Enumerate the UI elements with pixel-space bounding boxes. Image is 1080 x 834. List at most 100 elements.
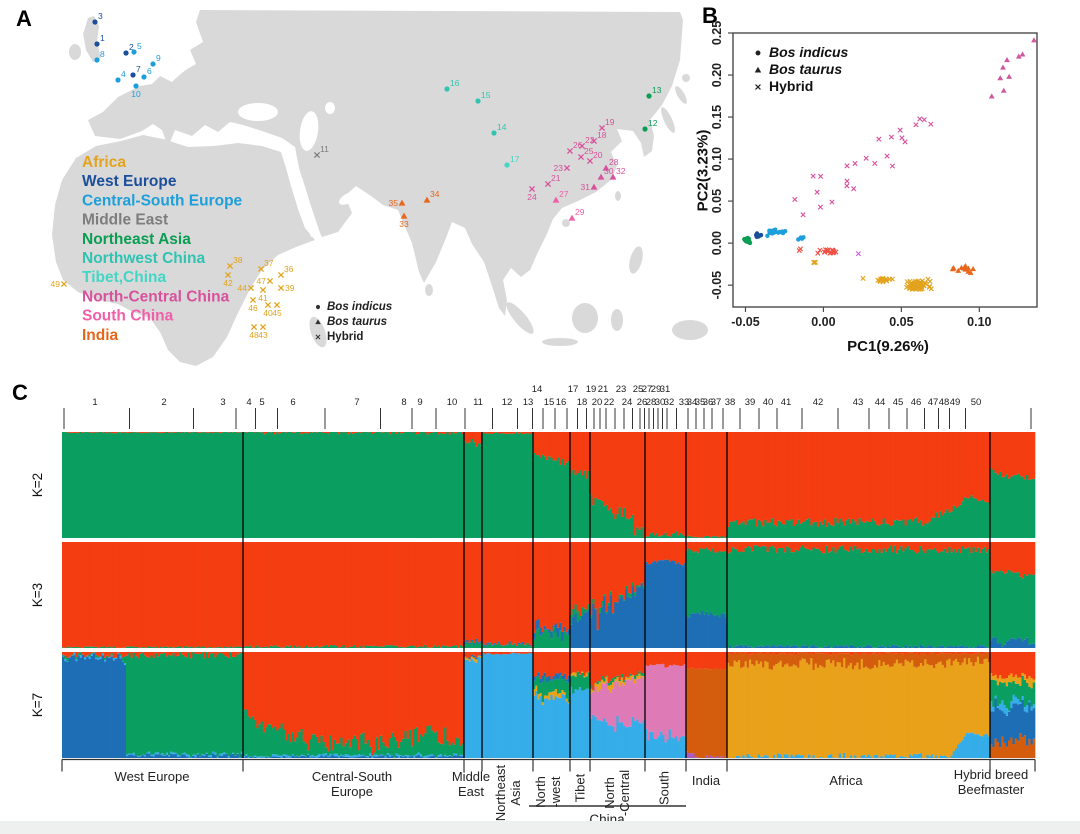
adm-bar-seg [351,542,354,647]
adm-bar-seg [291,732,295,754]
adm-bar-seg [908,754,912,758]
adm-bar-seg [212,653,215,752]
adm-bar-seg [1019,432,1022,477]
adm-bar-seg [979,645,982,648]
adm-bar-seg [605,681,608,722]
adm-bar-seg [895,542,899,554]
adm-bar-seg [873,665,877,755]
adm-bar-seg [282,755,286,758]
adm-bar-seg [426,652,429,727]
adm-bar-seg [792,542,796,553]
adm-bar-seg [744,661,748,758]
adm-bar-seg [919,663,923,754]
adm-bar-seg [640,676,644,724]
adm-bar-seg [596,499,600,538]
region-label-tibet: Tibet [573,774,588,802]
adm-bar-seg [987,432,991,503]
adm-bar-seg [590,617,593,648]
adm-bar-seg [561,542,564,632]
adm-bar-seg [315,542,319,646]
adm-bar-seg [240,432,244,538]
adm-bar-seg [214,432,217,538]
adm-bar-seg [707,432,711,537]
adm-bar-seg [170,542,173,647]
adm-bar-seg [1030,643,1034,648]
adm-bar-seg [238,757,242,758]
adm-bar-seg [860,659,864,756]
adm-bar-seg [351,432,354,434]
adm-bar-seg [178,542,182,647]
adm-bar-seg [666,667,670,740]
adm-bar-seg [968,733,971,758]
adm-bar-seg [865,432,868,522]
adm-bar-seg [152,647,156,648]
map-point-42 [224,271,232,279]
adm-bar-seg [961,653,965,663]
adm-bar-seg [1026,575,1029,638]
adm-bar-seg [278,433,281,538]
adm-bar-seg [753,545,756,648]
adm-bar-seg [819,550,822,648]
adm-bar-seg [388,432,392,435]
adm-bar-seg [271,756,275,758]
adm-bar-seg [362,755,365,758]
adm-bar-seg [437,542,441,646]
adm-bar-seg [974,662,978,735]
adm-bar-seg [623,432,626,508]
adm-bar-seg [860,647,864,648]
adm-bar-seg [714,536,717,538]
adm-bar-seg [794,645,798,648]
adm-bar-seg [289,742,292,756]
adm-bar-seg [152,657,156,755]
adm-bar-seg [915,667,919,755]
adm-bar-seg [302,652,306,742]
adm-bar-seg [605,432,608,505]
adm-bar-seg [698,614,702,648]
adm-bar-seg [79,655,83,658]
adm-bar-seg [466,542,469,641]
adm-bar-seg [548,680,551,693]
adm-bar-seg [488,432,492,434]
adm-bar-seg [214,652,217,658]
adm-bar-seg [121,657,125,662]
adm-bar-seg [992,706,995,712]
adm-bar-seg [607,510,611,538]
adm-bar-seg [508,643,512,648]
adm-bar-seg [889,542,892,546]
adm-bar-seg [1023,542,1027,575]
adm-bar-seg [198,756,202,758]
adm-bar-seg [62,656,65,758]
adm-bar-seg [375,432,379,538]
adm-bar-seg [373,652,376,753]
pca-point [884,153,890,159]
adm-bar-seg [468,542,472,643]
adm-bar-seg [377,542,381,647]
adm-bar-seg [563,652,566,674]
adm-bar-seg [212,753,215,758]
adm-bar-seg [625,679,628,728]
adm-bar-seg [355,652,359,740]
adm-bar-seg [836,662,840,758]
adm-bar-seg [1026,705,1029,713]
adm-bar-seg [1026,745,1029,758]
adm-bar-seg [1012,703,1016,745]
adm-bar-seg [954,652,958,659]
baltic-sea [158,45,188,78]
adm-bar-seg [413,432,416,538]
adm-bar-seg [468,642,472,645]
adm-bar-seg [701,542,704,549]
adm-bar-seg [816,667,820,758]
adm-bar-seg [576,472,580,538]
adm-bar-seg [307,754,310,758]
adm-bar-seg [1003,542,1007,574]
adm-bar-seg [574,652,578,673]
adm-bar-seg [410,746,414,756]
adm-bar-seg [698,432,702,538]
adm-bar-seg [366,652,370,740]
adm-bar-seg [1001,700,1004,712]
adm-bar-seg [258,724,262,757]
adm-bar-seg [729,521,732,538]
adm-bar-seg [510,433,514,538]
adm-bar-seg [759,652,763,653]
adm-bar-seg [561,690,564,695]
